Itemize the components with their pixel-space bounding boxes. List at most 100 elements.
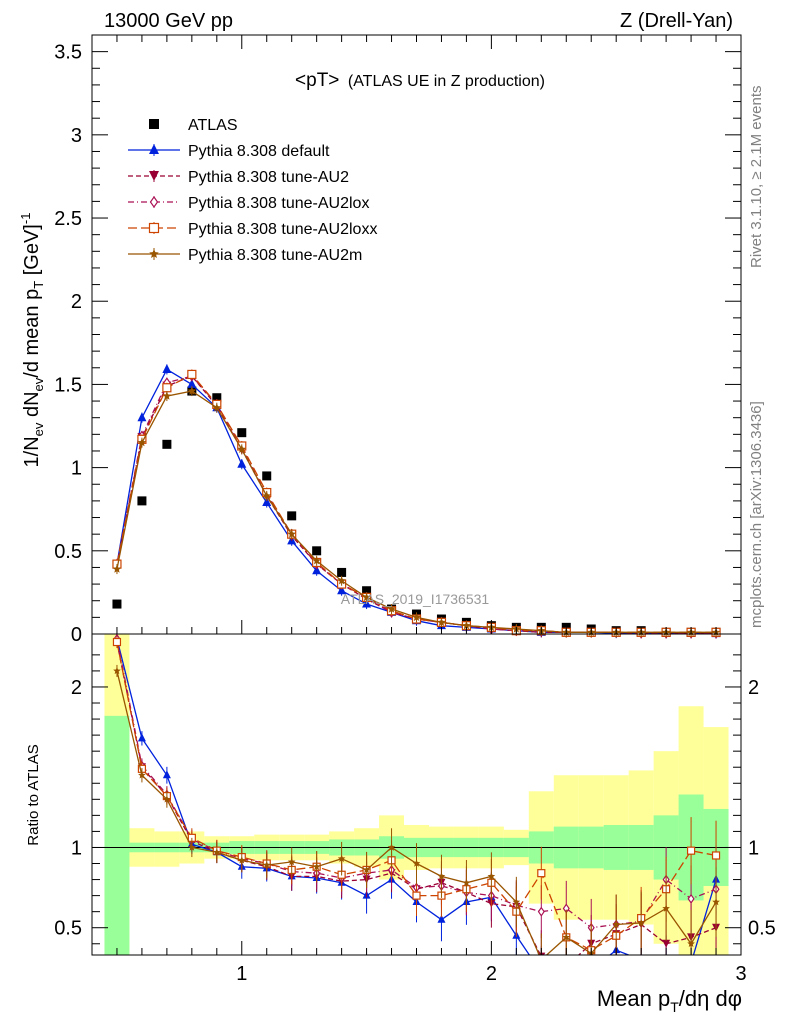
x-tick-label: 1: [236, 963, 247, 985]
point-au2loxx-2: [162, 383, 172, 393]
point-default-2: [162, 363, 172, 373]
plot-title-sub: (ATLAS UE in Z production): [348, 73, 545, 90]
point-au2m-2: [162, 391, 172, 400]
legend: ATLAS Pythia 8.308 default Pythia 8.308 tu…: [128, 117, 377, 264]
mcplots-side-label: mcplots.cern.ch [arXiv:1306.3436]: [748, 401, 765, 628]
ratio-point-au2m-16: [512, 898, 521, 906]
y-axis-label-bottom: Ratio to ATLAS: [25, 744, 42, 845]
ratio-point-default-1: [137, 733, 146, 742]
y-tick-label-bottom-right: 2: [748, 677, 759, 699]
point-au2m-10: [362, 592, 371, 602]
y-tick-label-top: 1.5: [54, 374, 82, 396]
y-tick-label-bottom-right: 1: [748, 837, 759, 859]
ratio-point-au2m-15: [487, 872, 496, 880]
x-tick-label: 3: [735, 963, 746, 985]
legend-label-au2m: Pythia 8.308 tune-AU2m: [188, 247, 362, 264]
ratio-point-au2m-23: [687, 939, 695, 947]
axis-ticks: [91, 34, 742, 955]
point-au2m-14: [462, 621, 471, 630]
legend-marker-au2m: [149, 249, 159, 259]
y-tick-label-top: 3: [71, 125, 82, 147]
band-inner-0: [104, 715, 130, 955]
header-right: Z (Drell-Yan): [620, 10, 733, 32]
ratio-point-au2m-6: [262, 861, 271, 869]
ratio-point-au2m-3: [188, 843, 196, 851]
ratio-point-au2m-21: [637, 918, 645, 927]
plot-title-main: <pT>: [295, 70, 339, 91]
ratio-point-au2m-10: [362, 865, 371, 874]
watermark: ATLAS_2019_I1736531: [341, 591, 490, 607]
point-default-5: [237, 458, 247, 468]
ratio-point-default-13: [437, 914, 446, 923]
legend-label-au2: Pythia 8.308 tune-AU2: [188, 169, 349, 186]
ratio-point-au2m-13: [437, 872, 446, 880]
point-default-3: [187, 378, 197, 388]
y-tick-label-top: 3.5: [54, 42, 82, 64]
ratio-point-au2m-14: [462, 878, 471, 887]
y-tick-label-bottom-left: 2: [71, 677, 82, 699]
y-tick-label-top: 1: [71, 458, 82, 480]
ratio-point-au2m-5: [237, 856, 246, 864]
point-data-8: [312, 546, 322, 556]
header-left: 13000 GeV pp: [104, 10, 233, 32]
ratio-point-default-21: [641, 954, 642, 955]
ratio-point-au2m-24: [712, 898, 720, 906]
ratio-point-au2m-0: [113, 666, 121, 675]
legend-label-au2loxx: Pythia 8.308 tune-AU2loxx: [188, 221, 377, 238]
ratio-point-au2-22: [662, 939, 671, 948]
ratio-point-au2loxx-23: [686, 846, 696, 855]
ratio-point-au2m-4: [213, 848, 221, 856]
point-au2m-4: [212, 403, 222, 412]
point-default-1: [137, 412, 147, 422]
point-au2m-1: [137, 438, 147, 447]
point-au2m-0: [112, 564, 122, 573]
axis-tick-labels: 1 2 3 0 0.5 1 1.5 2 2.5 3 3.5 0.5 0.5 1 1 2 2: [54, 42, 776, 985]
ratio-point-au2m-1: [138, 771, 146, 779]
plot-title: <pT> (ATLAS UE in Z production): [295, 70, 545, 91]
ratio-point-au2loxx-17: [537, 869, 546, 878]
y-tick-label-bottom-left: 0.5: [54, 918, 82, 940]
ratio-point-au2lox-17: [537, 906, 545, 917]
point-data-0: [112, 599, 122, 609]
legend-marker-au2: [149, 171, 159, 181]
ratio-point-default-23: [687, 958, 695, 966]
ratio-point-default-22: [662, 963, 670, 971]
rivet-side-label: Rivet 3.1.10, ≥ 2.1M events: [748, 85, 765, 269]
ratio-point-default-2: [162, 770, 171, 779]
ratio-point-au2m-20: [612, 920, 620, 928]
legend-label-au2lox: Pythia 8.308 tune-AU2lox: [188, 195, 369, 212]
point-default-6: [262, 497, 272, 507]
ratio-point-au2loxx-24: [711, 851, 721, 860]
y-tick-label-bottom-left: 1: [71, 837, 82, 859]
point-au2m-11: [387, 604, 396, 613]
point-au2m-6: [262, 491, 272, 500]
ratio-point-au2m-9: [337, 854, 346, 862]
point-data-10: [362, 586, 372, 596]
point-au2m-5: [237, 444, 247, 453]
point-au2m-7: [287, 529, 296, 538]
ratio-point-default-18: [562, 971, 570, 979]
point-default-8: [312, 565, 322, 575]
y-tick-label-bottom-right: 0.5: [748, 918, 776, 940]
legend-label-default: Pythia 8.308 default: [188, 143, 330, 160]
x-axis-label: Mean pT/dη dφ: [597, 986, 742, 1015]
ratio-point-au2m-18: [562, 933, 571, 941]
ratio-point-au2m-17: [538, 956, 546, 963]
point-au2m-9: [337, 576, 346, 585]
point-au2m-3: [187, 386, 197, 395]
ratio-point-au2loxx-0: [112, 637, 122, 647]
ratio-point-default-17: [537, 968, 545, 976]
y-tick-label-top: 0: [71, 624, 82, 646]
legend-marker-data: [149, 119, 159, 129]
x-tick-label: 2: [486, 963, 497, 985]
point-data-4: [212, 393, 222, 403]
ratio-point-default-19: [587, 964, 595, 972]
ratio-point-au2-18: [562, 962, 570, 970]
ratio-point-au2loxx-12: [412, 891, 421, 900]
legend-marker-au2loxx: [148, 222, 160, 234]
point-data-7: [287, 511, 297, 521]
point-data-6: [262, 471, 272, 481]
point-data-9: [337, 567, 347, 577]
point-au2m-13: [437, 617, 446, 626]
